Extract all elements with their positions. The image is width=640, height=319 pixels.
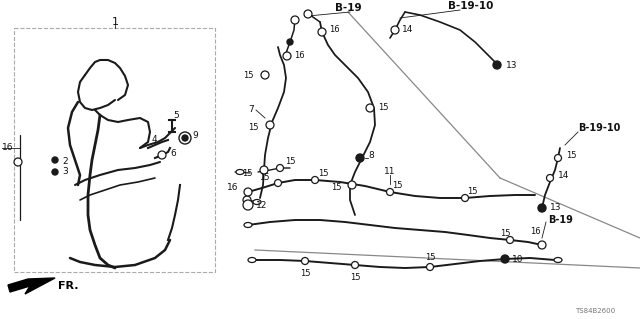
- Text: B-19-10: B-19-10: [578, 123, 620, 133]
- Ellipse shape: [244, 222, 252, 227]
- Text: 15: 15: [243, 70, 254, 79]
- Text: B-19: B-19: [548, 215, 573, 225]
- Text: 15: 15: [566, 151, 577, 160]
- Circle shape: [243, 196, 251, 204]
- Ellipse shape: [253, 199, 261, 204]
- Circle shape: [538, 204, 546, 212]
- Ellipse shape: [248, 257, 256, 263]
- Circle shape: [244, 188, 252, 196]
- Circle shape: [356, 154, 364, 162]
- Text: 12: 12: [256, 201, 268, 210]
- Circle shape: [179, 132, 191, 144]
- Polygon shape: [8, 278, 55, 294]
- Circle shape: [387, 189, 394, 196]
- Text: 15: 15: [378, 103, 388, 113]
- Circle shape: [538, 241, 546, 249]
- Text: 8: 8: [368, 151, 374, 160]
- Text: 15: 15: [243, 169, 253, 179]
- Text: 16: 16: [227, 183, 238, 192]
- Circle shape: [426, 263, 433, 271]
- Text: 13: 13: [506, 61, 518, 70]
- Circle shape: [366, 104, 374, 112]
- Text: 16: 16: [329, 26, 340, 34]
- Text: 15: 15: [349, 273, 360, 282]
- Bar: [14, 28, 215, 272]
- Circle shape: [182, 135, 188, 141]
- Text: B-19-10: B-19-10: [448, 1, 493, 11]
- Text: 16: 16: [530, 227, 541, 236]
- Ellipse shape: [236, 169, 244, 174]
- Circle shape: [461, 195, 468, 202]
- Text: 2: 2: [62, 158, 68, 167]
- Circle shape: [283, 52, 291, 60]
- Circle shape: [554, 154, 561, 161]
- Circle shape: [52, 157, 58, 163]
- Circle shape: [501, 255, 509, 263]
- Text: 13: 13: [550, 204, 561, 212]
- Circle shape: [14, 158, 22, 166]
- Circle shape: [312, 176, 319, 183]
- Circle shape: [318, 28, 326, 36]
- Text: 5: 5: [173, 112, 179, 121]
- Text: 16: 16: [2, 144, 13, 152]
- Circle shape: [266, 121, 274, 129]
- Text: 9: 9: [192, 130, 198, 139]
- Text: 6: 6: [170, 149, 176, 158]
- Circle shape: [348, 181, 356, 189]
- Text: 3: 3: [62, 167, 68, 176]
- Circle shape: [52, 169, 58, 175]
- Circle shape: [493, 61, 501, 69]
- Text: FR.: FR.: [58, 281, 79, 291]
- Circle shape: [260, 166, 268, 174]
- Text: 15: 15: [500, 229, 511, 239]
- Circle shape: [261, 71, 269, 79]
- Circle shape: [391, 26, 399, 34]
- Circle shape: [301, 257, 308, 264]
- Text: B-19: B-19: [335, 3, 362, 13]
- Circle shape: [158, 151, 166, 159]
- Text: 15: 15: [259, 173, 270, 182]
- Circle shape: [291, 16, 299, 24]
- Text: 11: 11: [384, 167, 396, 176]
- Text: 16: 16: [294, 51, 305, 61]
- Text: 15: 15: [248, 123, 259, 132]
- Text: 15: 15: [332, 183, 342, 192]
- Circle shape: [547, 174, 554, 182]
- Circle shape: [243, 200, 253, 210]
- Circle shape: [276, 165, 284, 172]
- Circle shape: [304, 10, 312, 18]
- Text: 7: 7: [248, 106, 253, 115]
- Text: 1: 1: [111, 17, 118, 27]
- Text: 15: 15: [392, 182, 403, 190]
- Text: 15: 15: [285, 158, 296, 167]
- Ellipse shape: [554, 257, 562, 263]
- Text: 4: 4: [152, 136, 157, 145]
- Text: 14: 14: [402, 26, 413, 34]
- Text: 15: 15: [318, 169, 328, 179]
- Circle shape: [275, 180, 282, 187]
- Text: TS84B2600: TS84B2600: [575, 308, 615, 314]
- Circle shape: [506, 236, 513, 243]
- Circle shape: [351, 262, 358, 269]
- Text: 10: 10: [512, 255, 524, 263]
- Text: 15: 15: [425, 254, 435, 263]
- Circle shape: [287, 39, 293, 45]
- Text: 15: 15: [467, 188, 477, 197]
- Text: 14: 14: [558, 170, 570, 180]
- Text: 15: 15: [300, 269, 310, 278]
